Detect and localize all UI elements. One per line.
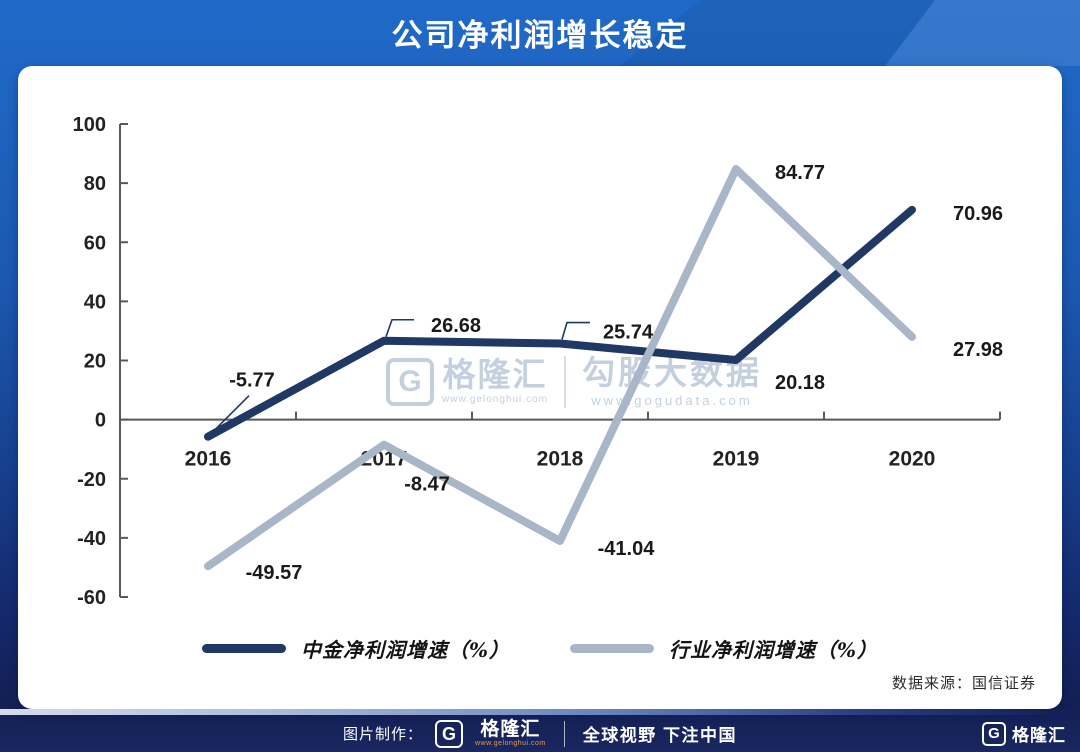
- y-axis-label: 40: [84, 291, 106, 313]
- y-axis-label: 20: [84, 351, 106, 373]
- y-axis-label: 0: [95, 410, 106, 432]
- y-axis-label: -40: [77, 528, 106, 550]
- data-source-note: 数据来源：国信证券: [891, 675, 1036, 692]
- gelonghui-logo-icon: [386, 358, 434, 406]
- data-label: -5.77: [229, 370, 275, 392]
- legend-label-industry: 行业净利润增速（%）: [669, 638, 879, 662]
- footer-slogan: 全球视野 下注中国: [582, 726, 737, 745]
- x-axis-label: 2018: [537, 448, 584, 471]
- gelonghui-logo-icon: [435, 719, 463, 748]
- legend-item-zhongjin: 中金净利润增速（%）: [201, 634, 510, 663]
- data-label-leader: [561, 321, 590, 340]
- y-axis-label: -60: [77, 587, 106, 609]
- chart-card: 格隆汇 www.gelonghui.com 勾股大数据 www.gogudata…: [18, 66, 1062, 709]
- data-label-leader: [385, 318, 414, 338]
- watermark-brand: 格隆汇: [442, 356, 548, 394]
- data-label: 70.96: [953, 203, 1003, 225]
- series-line-0: [204, 205, 916, 441]
- y-axis-label: 80: [84, 173, 106, 195]
- legend-label-zhongjin: 中金净利润增速（%）: [300, 638, 510, 662]
- legend-swatch-industry: [570, 644, 654, 653]
- footer-credit: 图片制作： 格隆汇 www.gelonghui.com 全球视野 下注中国: [342, 719, 737, 748]
- data-label: 26.68: [431, 315, 481, 337]
- x-axis-label: 2016: [185, 448, 232, 471]
- legend-swatch-zhongjin: [201, 644, 286, 653]
- data-label: -8.47: [404, 474, 450, 496]
- series-line-1: [204, 165, 916, 571]
- page-title: 公司净利润增长稳定: [391, 17, 689, 53]
- watermark-divider: [563, 356, 566, 408]
- x-axis-label: 2019: [713, 448, 760, 471]
- footer: 图片制作： 格隆汇 www.gelonghui.com 全球视野 下注中国 格隆…: [0, 715, 1080, 752]
- data-label: 27.98: [953, 339, 1003, 361]
- footer-shine-divider: [0, 709, 1080, 715]
- y-axis-label: 60: [84, 232, 106, 254]
- footer-corner-logo: 格隆汇: [982, 715, 1066, 752]
- y-axis-label: 100: [73, 114, 106, 136]
- data-label: 25.74: [603, 322, 654, 344]
- footer-brand-url: www.gelonghui.com: [475, 740, 546, 747]
- made-by-label: 图片制作：: [342, 726, 423, 743]
- y-axis-label: -20: [77, 469, 106, 491]
- data-label: -41.04: [598, 538, 656, 560]
- gelonghui-logo-icon: [982, 721, 1006, 746]
- footer-divider: [563, 720, 565, 747]
- data-label: 20.18: [775, 372, 825, 394]
- x-axis-label: 2020: [889, 448, 936, 471]
- chart-legend: 中金净利润增速（%） 行业净利润增速（%）: [18, 634, 1062, 663]
- watermark-brand-url: www.gelonghui.com: [442, 394, 548, 406]
- footer-brand: 格隆汇: [480, 719, 541, 740]
- footer-corner-brand: 格隆汇: [1012, 726, 1066, 745]
- data-label: -49.57: [246, 562, 303, 584]
- data-label: 84.77: [775, 162, 825, 184]
- legend-item-industry: 行业净利润增速（%）: [570, 634, 878, 663]
